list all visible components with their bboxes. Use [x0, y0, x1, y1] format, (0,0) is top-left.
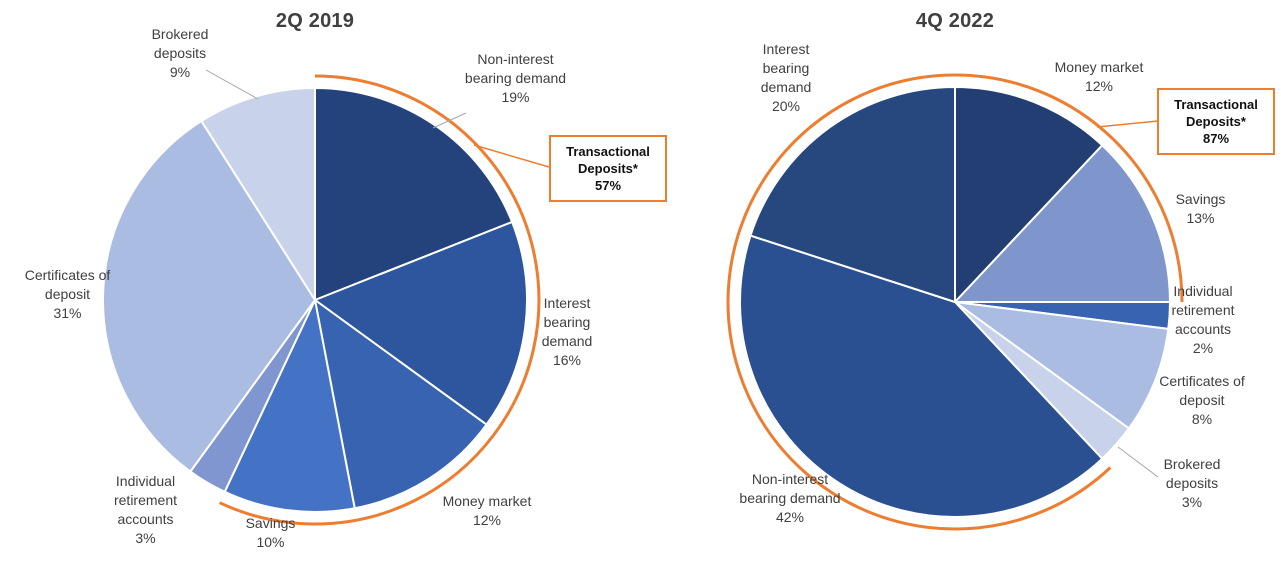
slice-label-individual-retirement-accounts: Individual retirement accounts 3% — [98, 472, 193, 548]
slice-label-money-market: Money market 12% — [1040, 58, 1158, 96]
slice-label-text: Certificates of deposit — [1159, 373, 1245, 408]
slice-label-money-market: Money market 12% — [428, 492, 546, 530]
slice-label-non-interest-bearing-demand: Non-interest bearing demand 19% — [463, 50, 568, 107]
slice-label-non-interest-bearing-demand: Non-interest bearing demand 42% — [736, 470, 844, 527]
slice-label-text: Non-interest bearing demand — [739, 471, 841, 506]
callout-value: 57% — [594, 178, 622, 193]
slice-label-text: Money market — [442, 493, 532, 509]
chart-title-2q2019: 2Q 2019 — [275, 10, 355, 32]
label-leader-line — [205, 69, 259, 100]
chart-title-4q2022: 4Q 2022 — [915, 10, 995, 32]
slice-label-text: Savings — [1175, 191, 1226, 207]
slice-label-text: Individual retirement accounts — [113, 473, 178, 527]
slice-non-interest-bearing-demand — [314, 87, 514, 301]
slice-label-interest-bearing-demand: Interest bearing demand 20% — [740, 40, 832, 116]
slice-label-value: 12% — [472, 512, 502, 528]
slice-label-text: Non-interest bearing demand — [464, 51, 567, 86]
slice-interest-bearing-demand — [314, 221, 528, 426]
slice-label-value: 31% — [53, 305, 82, 321]
transactional-deposits-callout-2022: Transactional Deposits* 87% — [1157, 88, 1275, 155]
callout-label: Transactional Deposits* — [566, 144, 650, 176]
slice-label-interest-bearing-demand: Interest bearing demand 16% — [521, 294, 613, 370]
slice-label-brokered-deposits: Brokered deposits 3% — [1150, 455, 1234, 512]
callout-connector-line — [473, 144, 550, 168]
slice-savings — [223, 299, 356, 513]
slice-label-individual-retirement-accounts: Individual retirement accounts 2% — [1153, 282, 1253, 358]
transactional-deposits-callout-2019: Transactional Deposits* 57% — [549, 135, 667, 202]
slice-label-value: 42% — [775, 509, 805, 525]
slice-label-value: 3% — [135, 530, 156, 546]
transactional-highlight-arc — [954, 73, 1184, 303]
slice-savings — [954, 144, 1171, 303]
slice-label-text: Brokered deposits — [151, 26, 209, 61]
transactional-highlight-arc — [726, 73, 1112, 531]
slice-label-value: 12% — [1084, 78, 1114, 94]
slice-label-value: 9% — [169, 64, 191, 80]
slice-label-value: 8% — [1191, 411, 1213, 427]
label-leader-line — [432, 112, 467, 129]
slice-non-interest-bearing-demand — [739, 234, 1104, 518]
callout-label: Transactional Deposits* — [1174, 97, 1258, 129]
pie-4q-2022 — [739, 86, 1171, 518]
callout-connector-line — [1096, 120, 1159, 128]
slice-label-value: 13% — [1186, 210, 1215, 226]
slice-interest-bearing-demand — [749, 86, 956, 303]
slice-money-market — [314, 299, 488, 510]
slice-label-certificates-of-deposit: Certificates of deposit 31% — [10, 266, 125, 323]
slice-label-savings: Savings 10% — [228, 514, 313, 552]
slice-label-value: 20% — [771, 98, 801, 114]
slice-label-text: Interest bearing demand — [760, 41, 812, 95]
slice-label-value: 10% — [256, 534, 285, 550]
slice-label-certificates-of-deposit: Certificates of deposit 8% — [1143, 372, 1261, 429]
slice-label-text: Money market — [1054, 59, 1144, 75]
slice-label-value: 3% — [1181, 494, 1203, 510]
slice-certificates-of-deposit — [102, 120, 316, 473]
slice-label-text: Individual retirement accounts — [1171, 283, 1235, 337]
slice-label-savings: Savings 13% — [1163, 190, 1238, 228]
slice-label-text: Brokered deposits — [1163, 456, 1221, 491]
transactional-highlight-arc — [218, 74, 541, 526]
slice-certificates-of-deposit — [954, 301, 1170, 430]
slice-brokered-deposits — [200, 87, 316, 301]
label-leader-line — [1117, 446, 1159, 478]
callout-value: 87% — [1202, 131, 1230, 146]
slice-label-value: 16% — [552, 352, 582, 368]
slice-label-value: 19% — [501, 89, 530, 105]
slice-label-text: Certificates of deposit — [24, 267, 111, 302]
slice-label-text: Savings — [245, 515, 296, 531]
slice-money-market — [954, 86, 1104, 303]
slice-label-brokered-deposits: Brokered deposits 9% — [138, 25, 222, 82]
pie-2q-2019 — [102, 87, 528, 513]
slice-label-text: Interest bearing demand — [541, 295, 593, 349]
slice-label-value: 2% — [1192, 340, 1214, 356]
